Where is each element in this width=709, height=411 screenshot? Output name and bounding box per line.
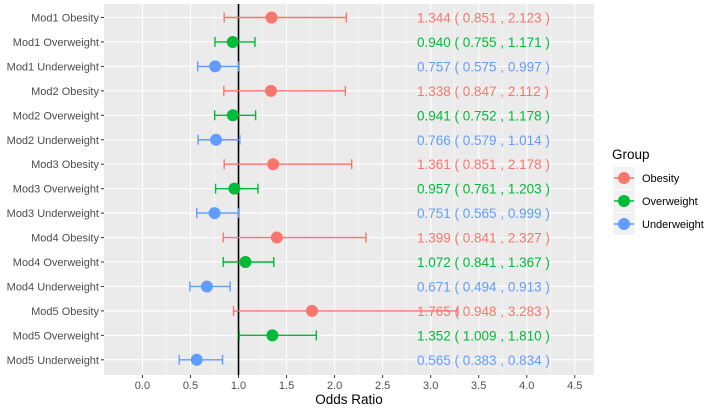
x-tick-label: 4.0: [519, 380, 534, 392]
forest-row: Mod4 Obesity 1.399 ( 0.841 , 2.327 ): [31, 231, 550, 246]
x-tick-label: 3.0: [423, 380, 438, 392]
ci-label: 0.757 ( 0.575 , 0.997 ): [417, 59, 550, 74]
y-tick-label: Mod2 Underweight: [7, 135, 99, 147]
odds-ratio-point: [270, 231, 283, 244]
ci-label: 1.361 ( 0.851 , 2.178 ): [417, 157, 550, 172]
y-tick-label: Mod4 Obesity: [31, 233, 99, 245]
legend: Group Obesity Overweight Underweight: [612, 147, 704, 235]
legend-key-point: [618, 172, 630, 184]
x-axis-title: Odds Ratio: [315, 392, 383, 407]
forest-row: Mod2 Overweight 0.941 ( 0.752 , 1.178 ): [13, 108, 550, 123]
y-tick-label: Mod1 Underweight: [7, 61, 99, 73]
y-tick-label: Mod3 Underweight: [7, 208, 99, 220]
legend-label: Underweight: [642, 219, 704, 231]
odds-ratio-point: [266, 329, 279, 342]
y-tick-label: Mod3 Obesity: [31, 159, 99, 171]
x-tick-label: 4.5: [567, 380, 582, 392]
y-tick-label: Mod5 Obesity: [31, 306, 99, 318]
legend-key-point: [618, 218, 630, 230]
y-tick-label: Mod2 Overweight: [13, 110, 99, 122]
y-tick-label: Mod5 Underweight: [7, 355, 99, 367]
forest-row: Mod4 Underweight 0.671 ( 0.494 , 0.913 ): [7, 279, 550, 294]
x-tick-label: 3.5: [471, 380, 486, 392]
odds-ratio-point: [226, 35, 239, 48]
forest-row: Mod3 Overweight 0.957 ( 0.761 , 1.203 ): [13, 182, 550, 197]
ci-label: 0.565 ( 0.383 , 0.834 ): [417, 353, 550, 368]
forest-row: Mod1 Overweight 0.940 ( 0.755 , 1.171 ): [13, 35, 550, 50]
ci-label: 0.941 ( 0.752 , 1.178 ): [417, 108, 550, 123]
odds-ratio-point: [265, 11, 278, 24]
x-tick-label: 1.5: [279, 380, 294, 392]
odds-ratio-point: [239, 256, 252, 268]
ci-label: 1.352 ( 1.009 , 1.810 ): [417, 328, 550, 343]
ci-label: 1.338 ( 0.847 , 2.112 ): [417, 84, 549, 99]
odds-ratio-point: [209, 60, 222, 73]
forest-row: Mod1 Obesity 1.344 ( 0.851 , 2.123 ): [31, 11, 550, 26]
x-tick-label: 2.5: [375, 380, 390, 392]
x-tick-label: 1.0: [231, 380, 246, 392]
legend-label: Obesity: [642, 173, 680, 185]
forest-row: Mod3 Obesity 1.361 ( 0.851 , 2.178 ): [31, 157, 550, 172]
forest-row: Mod2 Underweight 0.766 ( 0.579 , 1.014 ): [7, 133, 550, 148]
ci-label: 1.072 ( 0.841 , 1.367 ): [417, 255, 550, 270]
forest-row: Mod2 Obesity 1.338 ( 0.847 , 2.112 ): [31, 84, 549, 99]
ci-label: 1.344 ( 0.851 , 2.123 ): [417, 11, 550, 26]
y-tick-label: Mod2 Obesity: [31, 86, 99, 98]
odds-ratio-point: [306, 304, 319, 317]
legend-key-point: [618, 195, 630, 207]
odds-ratio-point: [200, 280, 213, 293]
odds-ratio-point: [264, 84, 277, 97]
odds-ratio-point: [267, 158, 280, 171]
forest-row: Mod5 Obesity 1.765 ( 0.948 , 3.283 ): [31, 304, 550, 319]
x-tick-label: 0.5: [183, 380, 198, 392]
y-tick-label: Mod3 Overweight: [13, 184, 99, 196]
odds-ratio-point: [210, 133, 223, 146]
ci-label: 0.957 ( 0.761 , 1.203 ): [417, 182, 550, 197]
plot-panel: [104, 4, 594, 375]
y-tick-label: Mod4 Underweight: [7, 281, 99, 293]
odds-ratio-point: [190, 353, 203, 366]
y-tick-label: Mod5 Overweight: [13, 330, 99, 342]
y-tick-label: Mod1 Overweight: [13, 37, 99, 49]
forest-row: Mod5 Underweight 0.565 ( 0.383 , 0.834 ): [7, 353, 550, 368]
odds-ratio-point: [208, 207, 221, 220]
ci-label: 0.751 ( 0.565 , 0.999 ): [417, 206, 550, 221]
forest-row: Mod3 Underweight 0.751 ( 0.565 , 0.999 ): [7, 206, 550, 221]
forest-row: Mod4 Overweight 1.072 ( 0.841 , 1.367 ): [13, 255, 550, 270]
ci-label: 1.765 ( 0.948 , 3.283 ): [417, 304, 550, 319]
ci-label: 0.940 ( 0.755 , 1.171 ): [417, 35, 550, 50]
ci-label: 0.766 ( 0.579 , 1.014 ): [417, 133, 550, 148]
y-tick-label: Mod1 Obesity: [31, 13, 99, 25]
x-tick-label: 2.0: [327, 380, 342, 392]
legend-label: Overweight: [642, 196, 698, 208]
x-tick-label: 0.0: [135, 380, 150, 392]
odds-ratio-point: [228, 182, 241, 195]
ci-label: 0.671 ( 0.494 , 0.913 ): [417, 279, 550, 294]
y-tick-label: Mod4 Overweight: [13, 257, 99, 269]
legend-title: Group: [612, 147, 650, 162]
forest-row: Mod5 Overweight 1.352 ( 1.009 , 1.810 ): [13, 328, 550, 343]
ci-label: 1.399 ( 0.841 , 2.327 ): [417, 231, 550, 246]
forest-row: Mod1 Underweight 0.757 ( 0.575 , 0.997 ): [7, 59, 550, 74]
odds-ratio-point: [226, 109, 239, 122]
